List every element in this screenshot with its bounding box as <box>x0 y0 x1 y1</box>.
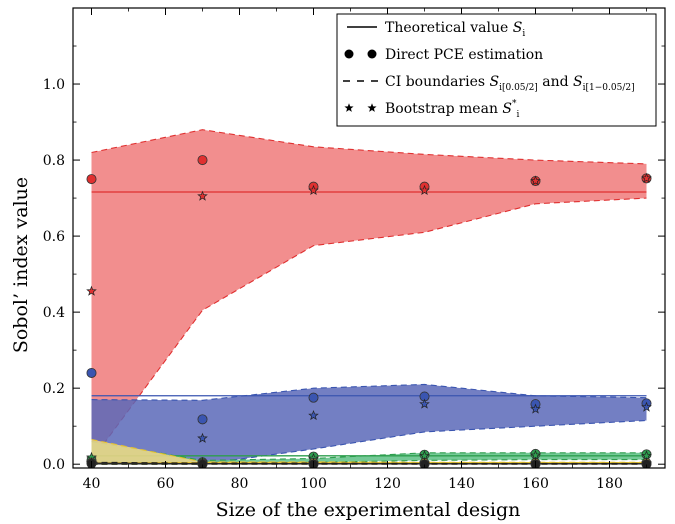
pce-point-1 <box>86 174 97 185</box>
legend-label: CI boundaries Si[0.05/2] and Si[1−0.05/2… <box>385 74 635 93</box>
pce-point-1 <box>197 155 208 166</box>
x-tick-label: 180 <box>596 476 623 492</box>
bootstrap-star-1 <box>419 184 430 196</box>
legend-box <box>336 13 657 127</box>
bootstrap-star-2 <box>641 401 652 412</box>
ci-lower-line-1 <box>91 197 647 461</box>
y-tick-label: 0.4 <box>43 305 65 321</box>
ci-upper-line-1 <box>91 129 647 165</box>
y-tick-label: 0.2 <box>43 381 65 397</box>
legend-label: Direct PCE estimation <box>385 47 543 63</box>
bootstrap-star-1 <box>641 172 652 183</box>
axes: 40 60 80 100 120 140 160 180 0.0 0.2 0.4 0.6 0.8 1.0 <box>43 7 666 492</box>
bootstrap-star-2 <box>419 398 430 409</box>
legend-circle-icon <box>344 49 354 59</box>
bootstrap-star-1 <box>530 175 541 186</box>
ci-upper-line-3 <box>91 440 647 461</box>
x-tick-label: 120 <box>374 476 401 492</box>
bootstrap-star-2 <box>308 409 319 421</box>
bootstrap-star-1 <box>197 190 208 201</box>
x-tick-label: 100 <box>300 476 327 492</box>
x-tick-label: 60 <box>157 476 175 492</box>
bootstrap-star-2 <box>530 403 541 414</box>
x-tick-label: 140 <box>448 476 475 492</box>
y-tick-label: 0.6 <box>43 229 65 245</box>
legend-star-icon <box>344 103 354 112</box>
ci-band-2 <box>91 384 647 465</box>
ci-band-1 <box>91 129 647 461</box>
ci-band-3 <box>91 441 647 465</box>
x-tick-label: 160 <box>522 476 549 492</box>
y-tick-label: 0.8 <box>43 153 65 169</box>
bootstrap-star-1 <box>86 285 97 296</box>
x-tick-label: 80 <box>231 476 249 492</box>
plot-area <box>86 129 652 468</box>
bootstrap-star-1 <box>308 184 319 196</box>
x-axis-label: Size of the experimental design <box>216 499 521 521</box>
ci-band-4 <box>91 439 647 465</box>
legend-circle-icon <box>367 49 377 59</box>
pce-point-2 <box>197 414 208 425</box>
pce-point-2 <box>308 392 319 403</box>
y-tick-label: 1.0 <box>43 77 65 93</box>
bootstrap-star-2 <box>197 432 208 443</box>
y-axis-label: Sobol’ index value <box>10 177 32 353</box>
x-tick-label: 40 <box>83 476 101 492</box>
y-tick-label: 0.0 <box>43 457 65 473</box>
bootstrap-star-3 <box>530 449 541 460</box>
plot-frame <box>72 7 666 469</box>
legend-star-icon <box>367 103 377 112</box>
legend-label: Bootstrap mean S*i <box>385 99 520 120</box>
legend-label: Theoretical value Si <box>385 20 525 39</box>
pce-point-2 <box>86 367 97 378</box>
legend: Theoretical value Si Direct PCE estimatio… <box>336 13 657 127</box>
